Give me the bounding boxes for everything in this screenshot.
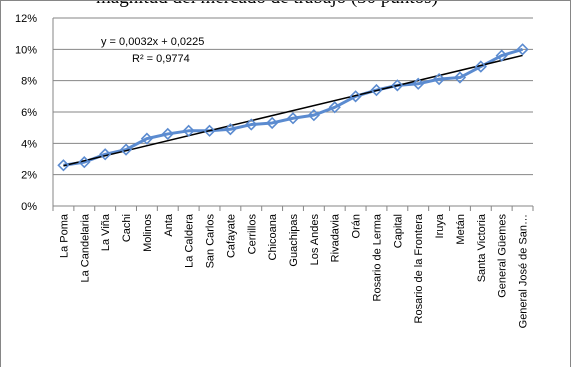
data-point (349, 90, 362, 103)
x-tick-label: La Candelaria (79, 213, 91, 282)
x-tick-label: Cerrillos (246, 214, 258, 255)
trendline-equation: y = 0,0032x + 0,0225 (101, 36, 204, 48)
data-point (265, 116, 279, 130)
data-point (391, 79, 404, 92)
trendline (63, 54, 523, 167)
data-point (370, 83, 383, 97)
y-tick-label: 8% (21, 76, 37, 88)
data-point (119, 143, 133, 156)
x-tick-label: La Poma (58, 213, 70, 258)
data-point (182, 124, 195, 137)
x-tick-label: Metán (455, 214, 467, 245)
x-tick-label: Capital (392, 214, 404, 248)
y-tick-label: 10% (15, 44, 37, 56)
x-tick-label: Molinos (142, 214, 154, 252)
data-point (224, 123, 237, 136)
data-markers (57, 43, 529, 172)
y-tick-label: 2% (21, 170, 37, 182)
data-point (328, 101, 341, 114)
data-point (516, 43, 529, 56)
x-tick-label: San Carlos (205, 214, 217, 269)
x-tick-label: Iruya (434, 213, 446, 238)
data-point (474, 60, 487, 73)
x-tick-label: Rivadavia (330, 213, 342, 262)
y-tick-label: 6% (21, 107, 37, 119)
x-tick-label: Guachipas (288, 214, 300, 267)
x-tick-label: Rosario de la Frontera (413, 213, 425, 323)
x-axis: La Poma La Candelaria La Viña Cachi Molinos A… (52, 206, 534, 328)
data-point (495, 49, 508, 62)
x-tick-label: Orán (351, 214, 363, 238)
series-line-path (63, 47, 523, 167)
x-tick-label: Cafayate (225, 214, 237, 258)
data-point (412, 77, 425, 90)
trendline-path (63, 54, 523, 167)
x-tick-label: Santa Victoria (476, 213, 488, 282)
x-tick-label: Anta (163, 213, 175, 237)
data-point (140, 132, 154, 145)
data-point (57, 159, 70, 172)
data-point (161, 127, 174, 141)
gridlines (53, 17, 533, 207)
x-tick-label: Los Andes (309, 214, 321, 266)
x-tick-label: Rosario de Lerma (371, 213, 383, 301)
data-point (203, 124, 216, 137)
y-tick-label: 0% (21, 201, 37, 213)
data-point (78, 156, 91, 169)
x-tick-label: La Caldera (184, 213, 196, 268)
data-point (432, 72, 446, 86)
x-tick-label: La Viña (100, 213, 112, 251)
data-point (286, 112, 300, 125)
data-point (245, 118, 258, 131)
x-tick-label: General José de San… (518, 214, 530, 328)
x-tick-label: Cachi (121, 214, 133, 242)
y-tick-label: 12% (15, 13, 37, 25)
series-line (63, 47, 523, 167)
data-point (99, 148, 112, 161)
x-tick-label: General Güemes (497, 214, 509, 298)
data-point (307, 109, 321, 122)
y-tick-label: 4% (21, 138, 37, 150)
y-axis: 0% 2% 4% 6% 8% 10% 12% (15, 13, 54, 213)
data-point (453, 71, 467, 84)
chart-title: magnitud del mercado de trabajo (30 punt… (96, 0, 575, 9)
x-tick-label: Chicoana (267, 213, 279, 260)
r-squared-label: R² = 0,9774 (132, 53, 190, 65)
